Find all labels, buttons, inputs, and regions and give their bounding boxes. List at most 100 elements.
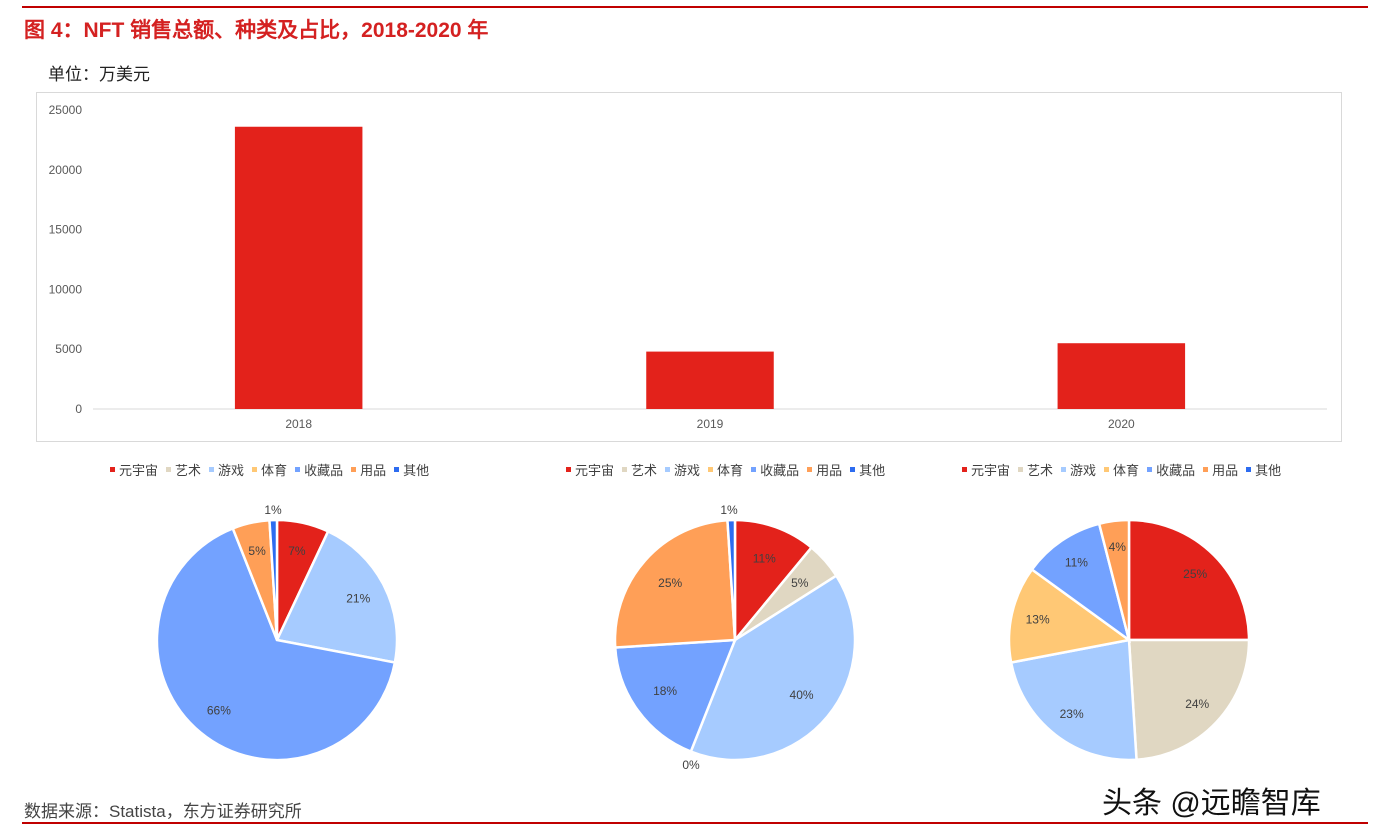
legend-swatch — [1018, 466, 1024, 472]
legend-item: 收藏品 — [1147, 460, 1195, 479]
pie-value-label: 24% — [1185, 697, 1209, 711]
pie-slice — [689, 573, 857, 762]
pie-slice — [1009, 638, 1138, 762]
figure-title: 图 4：NFT 销售总额、种类及占比，2018-2020 年 — [24, 19, 489, 42]
legend-label: 艺术 — [175, 462, 202, 478]
legend-item: 用品 — [351, 460, 386, 479]
pie-slice — [1007, 567, 1133, 664]
legend-label: 元宇宙 — [575, 462, 615, 478]
bar — [1057, 343, 1186, 409]
pie-value-label: 13% — [1026, 613, 1050, 627]
y-tick-label: 20000 — [49, 163, 83, 177]
pie-value-label: 4% — [1109, 540, 1127, 554]
pie-slice — [275, 529, 399, 664]
pie-legend-2020: 元宇宙 艺术 游戏 体育 收藏品 用品 其他 — [962, 459, 1289, 479]
bar — [234, 126, 363, 409]
pie-value-label: 5% — [248, 544, 266, 558]
legend-label: 游戏 — [1070, 462, 1097, 478]
x-tick-label: 2019 — [697, 417, 724, 431]
pie-value-label: 21% — [346, 592, 370, 606]
legend-swatch — [1147, 466, 1153, 472]
pie-value-label: 11% — [1065, 556, 1088, 570]
pie-value-label: 40% — [790, 688, 814, 702]
pie-slice — [155, 526, 397, 762]
legend-item: 元宇宙 — [566, 460, 614, 479]
bottom-divider — [22, 822, 1368, 824]
legend-item: 其他 — [1246, 460, 1281, 479]
legend-item: 其他 — [394, 460, 429, 479]
y-tick-label: 5000 — [55, 342, 82, 356]
pie-value-label: 1% — [264, 503, 282, 517]
pie-value-label: 66% — [207, 703, 231, 717]
pie-value-label: 11% — [753, 552, 776, 566]
legend-item: 体育 — [1104, 460, 1139, 479]
legend-swatch — [1246, 466, 1252, 472]
pie-value-label: 0% — [682, 758, 700, 772]
legend-item: 收藏品 — [295, 460, 343, 479]
pie-value-label: 18% — [653, 684, 677, 698]
legend-swatch — [1203, 466, 1209, 472]
y-tick-label: 15000 — [49, 223, 83, 237]
legend-label: 游戏 — [674, 462, 701, 478]
pie-value-label: 23% — [1060, 707, 1084, 721]
legend-swatch — [295, 466, 301, 472]
legend-label: 其他 — [403, 462, 430, 478]
legend-item: 用品 — [1203, 460, 1238, 479]
legend-item: 游戏 — [1061, 460, 1096, 479]
source-note: 数据来源：Statista，东方证券研究所 — [24, 802, 302, 821]
legend-swatch — [708, 466, 714, 472]
legend-label: 游戏 — [218, 462, 245, 478]
pie-slice — [613, 518, 737, 649]
legend-swatch — [110, 466, 115, 472]
legend-swatch — [209, 466, 215, 472]
legend-label: 其他 — [859, 462, 886, 478]
legend-swatch — [850, 466, 856, 472]
legend-swatch — [751, 466, 757, 472]
legend-label: 体育 — [717, 462, 744, 478]
pie-slice — [733, 518, 814, 644]
x-tick-label: 2018 — [285, 417, 312, 431]
bar-chart: 0 5000 10000 15000 20000 25000 2018 2019 2020 — [49, 103, 1327, 431]
bar — [646, 351, 774, 409]
x-tick-label: 2020 — [1108, 417, 1135, 431]
legend-item: 艺术 — [622, 460, 657, 479]
pie-slice — [726, 518, 737, 641]
pie-value-label: 1% — [720, 503, 738, 517]
legend-label: 收藏品 — [1156, 462, 1196, 478]
legend-swatch — [1104, 466, 1110, 472]
legend-item: 艺术 — [1018, 460, 1053, 479]
pie-chart-2019: 11% 5% 40% 0% 18% 25% 1% — [613, 503, 857, 772]
legend-label: 其他 — [1255, 462, 1282, 478]
legend-item: 其他 — [850, 460, 885, 479]
legend-swatch — [394, 466, 400, 472]
legend-item: 游戏 — [665, 460, 700, 479]
pie-chart-2020: 25% 24% 23% 13% 11% 4% — [1007, 518, 1251, 762]
pie-chart-2018: 7% 21% 66% 5% 1% — [155, 503, 399, 762]
legend-item: 体育 — [708, 460, 743, 479]
legend-swatch — [351, 466, 357, 472]
legend-label: 用品 — [360, 462, 387, 478]
legend-swatch — [1061, 466, 1067, 472]
legend-label: 艺术 — [1027, 462, 1054, 478]
legend-swatch — [807, 466, 813, 472]
legend-swatch — [566, 466, 571, 472]
legend-swatch — [622, 466, 628, 472]
legend-item: 体育 — [252, 460, 287, 479]
legend-item: 用品 — [807, 460, 842, 479]
pie-value-label: 5% — [791, 576, 809, 590]
pie-slice — [1097, 518, 1131, 641]
legend-swatch — [252, 466, 258, 472]
pie-slice — [1127, 518, 1251, 642]
legend-item: 元宇宙 — [962, 460, 1010, 479]
legend-item: 游戏 — [209, 460, 244, 479]
y-tick-label: 25000 — [49, 103, 83, 117]
legend-label: 收藏品 — [304, 462, 344, 478]
pie-legend-2018: 元宇宙 艺术 游戏 体育 收藏品 用品 其他 — [110, 459, 437, 479]
legend-label: 用品 — [816, 462, 843, 478]
y-tick-label: 10000 — [49, 282, 83, 296]
unit-label: 单位：万美元 — [48, 65, 150, 84]
legend-label: 元宇宙 — [119, 462, 159, 478]
pie-slice — [1127, 638, 1251, 762]
legend-swatch — [665, 466, 671, 472]
legend-swatch — [166, 466, 172, 472]
